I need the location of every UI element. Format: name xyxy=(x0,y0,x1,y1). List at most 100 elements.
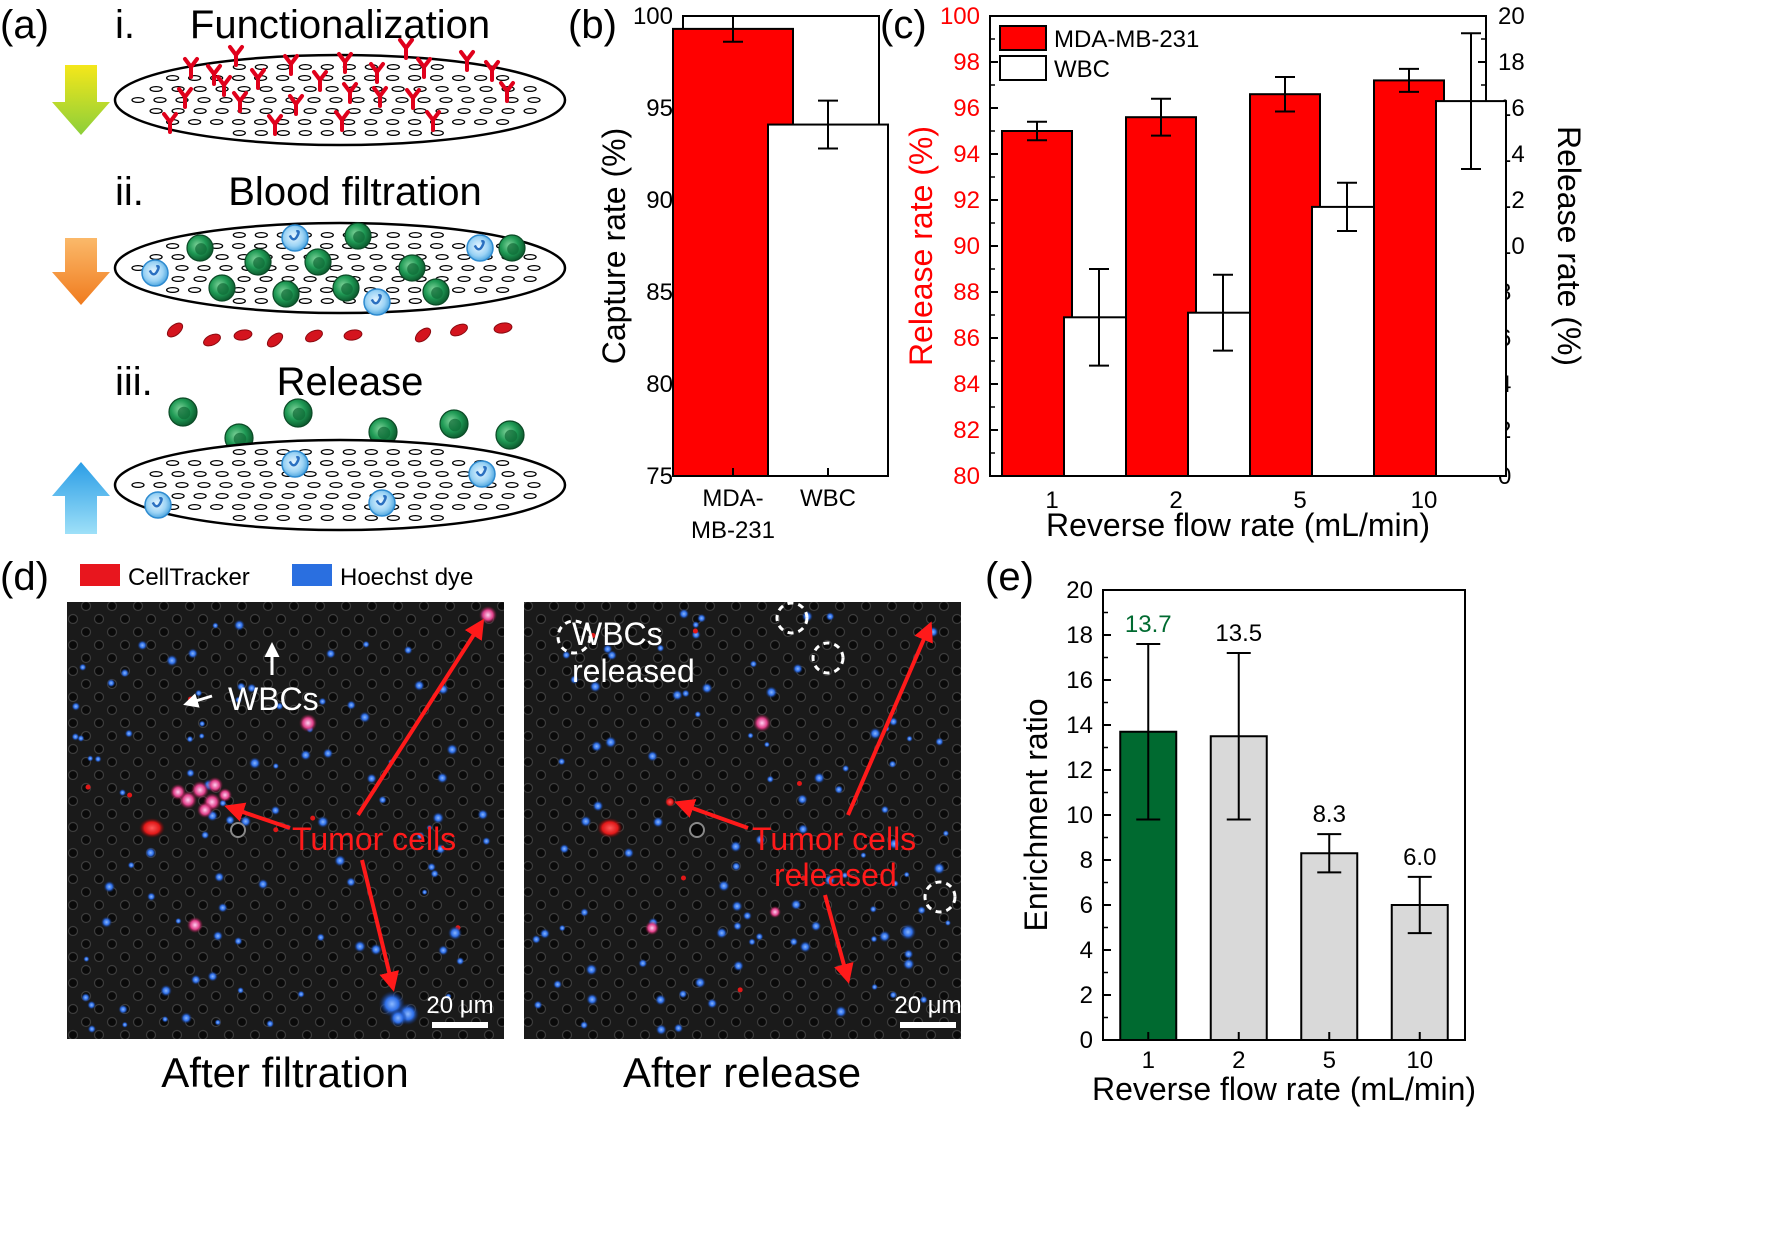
wbc-nucleus-dot xyxy=(889,991,898,999)
membrane-pore xyxy=(495,459,510,467)
membrane-pore xyxy=(527,96,541,104)
membrane-pore xyxy=(193,85,207,93)
membrane-pore xyxy=(461,264,475,272)
membrane-pore xyxy=(347,470,361,478)
membrane-pore xyxy=(175,264,189,272)
wbc-nucleus-dot xyxy=(81,993,91,1003)
membrane-pore xyxy=(439,481,453,489)
wbc-nucleus-dot xyxy=(559,844,570,854)
membrane-pore xyxy=(407,74,422,82)
legend-swatch-hoechst xyxy=(292,564,332,586)
antibody-icon xyxy=(342,82,358,104)
wbc-icon xyxy=(468,460,496,488)
membrane-pore xyxy=(209,118,224,126)
tumor-cell xyxy=(479,606,497,624)
wbc-nucleus-dot xyxy=(810,920,822,932)
chart-c: 8082848688909294969810002468101214161820… xyxy=(903,3,1587,543)
up-arrow-icon xyxy=(52,462,110,534)
wbc-nucleus-dot xyxy=(681,689,690,698)
membrane-pore xyxy=(527,264,541,272)
membrane-pore xyxy=(231,503,246,511)
wbcs-released-label-1: WBCs xyxy=(572,616,663,652)
membrane-pore xyxy=(253,118,268,126)
membrane-pore xyxy=(341,503,356,511)
membrane-pore xyxy=(219,96,233,104)
dashed-circle-icon xyxy=(811,641,845,675)
membrane-pore xyxy=(263,481,277,489)
wbc-nucleus-dot xyxy=(346,877,356,887)
red-dot xyxy=(85,784,91,790)
membrane-pore xyxy=(149,107,163,115)
legend-label: MDA-MB-231 xyxy=(1054,26,1199,53)
wbc-nucleus-dot xyxy=(118,789,127,797)
wbc-nucleus-dot xyxy=(187,648,198,659)
antibody-icon xyxy=(283,54,299,76)
membrane-pore xyxy=(386,231,400,239)
membrane-pore xyxy=(281,492,295,500)
red-blood-cell-icon xyxy=(493,322,513,334)
tumor-cell xyxy=(665,797,675,807)
membrane-pore xyxy=(501,275,515,283)
micrograph-left-cells xyxy=(71,606,497,1034)
wbc-nucleus-dot xyxy=(834,785,844,794)
membrane-pore xyxy=(232,231,246,239)
x-axis-label: Reverse flow rate (mL/min) xyxy=(1046,507,1430,543)
red-dot xyxy=(310,815,316,821)
membrane-pore xyxy=(193,470,207,478)
cell-nucleus xyxy=(375,495,387,506)
tumor-cell-cluster xyxy=(197,802,213,818)
wbc-nucleus-dot xyxy=(562,650,571,660)
membrane-pore xyxy=(325,492,339,500)
wbc-nucleus-dot xyxy=(533,1000,543,1010)
tumor-cell-icon xyxy=(272,280,300,308)
cell-nucleus xyxy=(475,466,487,477)
membrane-pore xyxy=(259,85,273,93)
membrane-pore xyxy=(473,118,488,126)
wbc-nucleus-dot xyxy=(161,1015,169,1023)
wbc-nucleus-dot xyxy=(94,755,102,763)
cell-nucleus xyxy=(151,497,163,508)
wbc-nucleus-dot xyxy=(272,762,280,770)
membrane-pore xyxy=(413,470,427,478)
membrane-pore xyxy=(417,481,431,489)
y-tick-label-left: 90 xyxy=(953,233,980,260)
red-blood-cell-icon xyxy=(166,322,184,338)
wbc-nucleus-dot xyxy=(300,749,312,761)
wbc-nucleus-dot xyxy=(860,852,867,859)
wbc-nucleus-dot xyxy=(270,805,281,816)
wbc-nucleus-dot xyxy=(166,654,178,667)
bar-mda-mb-231 xyxy=(1125,116,1197,477)
wbc-nucleus-dot xyxy=(83,955,90,963)
wbc-nucleus-dot xyxy=(186,735,194,743)
y-tick-label-right: 18 xyxy=(1498,49,1525,76)
wbc-nucleus-dot xyxy=(647,750,658,762)
membrane-pore xyxy=(408,448,422,456)
membrane-pore xyxy=(232,297,246,305)
panel-d: (d) CellTracker Hoechst dye WBCs Tumor c… xyxy=(0,555,962,1096)
membrane-pore xyxy=(165,242,180,250)
wbc-nucleus-dot xyxy=(322,748,334,759)
membrane-pore xyxy=(451,286,466,294)
antibody-icon xyxy=(312,70,328,92)
wbc-nucleus-dot xyxy=(378,795,387,805)
scale-bar xyxy=(432,1022,488,1028)
membrane-pore xyxy=(386,514,400,522)
membrane-pore xyxy=(197,96,211,104)
wbc-nucleus-dot xyxy=(370,943,382,956)
y-tick-label: 80 xyxy=(646,371,673,398)
wbc-nucleus-dot xyxy=(436,772,448,784)
wbc-nucleus-dot xyxy=(413,680,425,691)
antibody-icon xyxy=(416,57,432,79)
cell-nucleus xyxy=(407,263,419,275)
wbc-nucleus-dot xyxy=(137,640,148,651)
membrane-pore xyxy=(461,96,475,104)
membrane-pore xyxy=(187,503,202,511)
wbc-nucleus-dot xyxy=(652,816,664,828)
wbc-nucleus-dot xyxy=(366,773,377,784)
wbc-nucleus-dot xyxy=(747,732,754,739)
retained-wbcs xyxy=(144,450,496,519)
cell-nucleus xyxy=(377,426,391,440)
membrane-pore xyxy=(303,107,317,115)
caption-after-release: After release xyxy=(623,1049,861,1096)
